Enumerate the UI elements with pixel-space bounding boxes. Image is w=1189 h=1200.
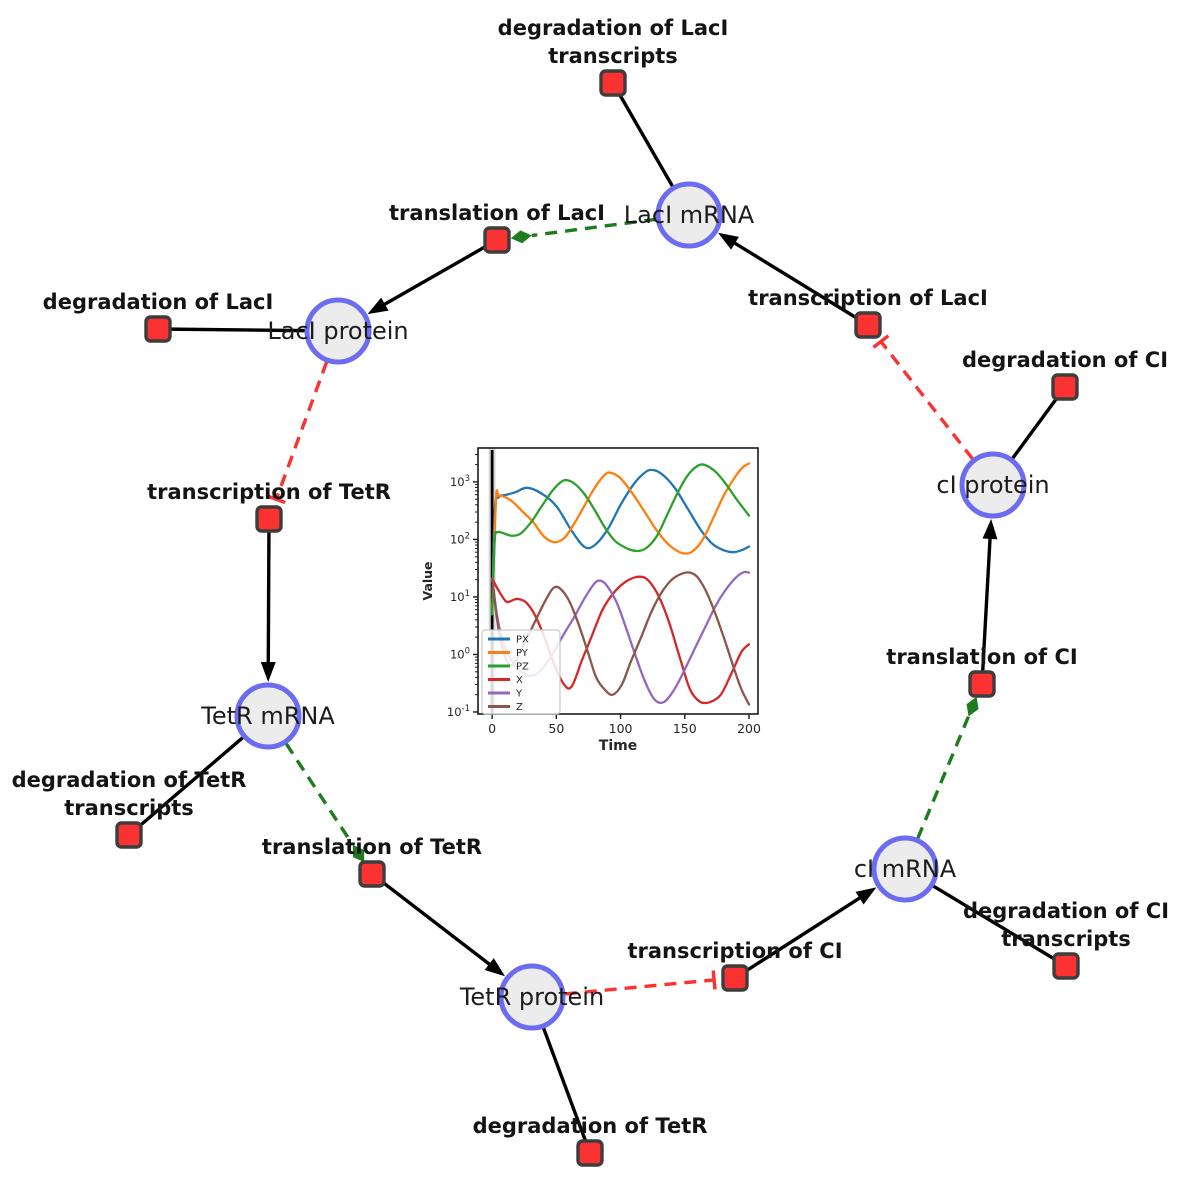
chart-x-tick-label: 100 (609, 721, 633, 736)
edge-product-transl_tetR-tetR_protein-arrowhead (484, 958, 506, 977)
reaction-node-deg_lacI (144, 315, 172, 343)
reaction-node-txn_tetR (255, 505, 283, 533)
chart-series-X (490, 575, 751, 705)
chart-axes-box (477, 447, 759, 715)
edges-layer (127, 82, 1067, 1154)
edge-reactant-lacI_mRNA-deg_lacI_tx (611, 82, 675, 188)
edge-product-txn_tetR-tetR_mRNA (266, 518, 271, 667)
chart-series-PZ (490, 463, 751, 616)
reaction-node-transl_tetR (358, 860, 386, 888)
species-node-cI_protein (959, 451, 1027, 519)
chart-xlabel: Time (599, 738, 637, 754)
chart-series-PY (490, 462, 751, 616)
edge-inhibition-tetR_protein-txn_cI-tbar-head (711, 970, 717, 990)
edge-product-transl_lacI-lacI_protein (380, 238, 498, 308)
edge-modifier-tetR_mRNA-transl_tetR (284, 742, 355, 846)
chart-legend-label-PY: PY (516, 648, 529, 659)
reaction-node-transl_lacI (483, 226, 511, 254)
nodes-layer (115, 69, 1080, 1167)
chart-legend-label-PZ: PZ (516, 662, 529, 673)
species-node-lacI_protein (304, 297, 372, 365)
edge-inhibition-lacI_protein-txn_tetR (274, 361, 329, 500)
edge-inhibition-tetR_protein-txn_cI (564, 978, 715, 996)
edge-inhibition-lacI_protein-txn_tetR-tbar-head (266, 494, 286, 505)
reaction-node-deg_cI (1051, 373, 1079, 401)
chart-legend-label-X: X (516, 675, 523, 686)
species-node-tetR_protein (498, 963, 566, 1031)
chart-svg: 0 50 100 150 200 10-1 100 101 102 103 Time Value PX P… (420, 447, 761, 754)
chart-legend-label-Z: Z (516, 702, 523, 713)
edge-product-transl_tetR-tetR_protein (370, 872, 494, 968)
edge-modifier-cI_mRNA-transl_cI (916, 715, 971, 840)
edge-modifier-tetR_mRNA-transl_tetR-diamond-head (352, 844, 365, 863)
chart-x-tick-label: 0 (488, 721, 496, 736)
species-node-cI_mRNA (871, 835, 939, 903)
edge-modifier-cI_mRNA-transl_cI-diamond-head (966, 696, 979, 717)
chart-x-tick-label: 150 (673, 721, 697, 736)
edge-product-txn_cI-cI_mRNA (734, 894, 864, 980)
chart-y-tick-label: 10-1 (447, 704, 470, 719)
reaction-node-txn_lacI (854, 311, 882, 339)
reaction-node-deg_tetR_tx (115, 821, 143, 849)
edge-product-transl_cI-cI_protein (980, 534, 992, 685)
reaction-node-deg_cI_tx (1052, 952, 1080, 980)
edge-inhibition-cI_protein-txn_lacI (879, 340, 975, 461)
species-node-lacI_mRNA (655, 181, 723, 249)
species-node-tetR_mRNA (234, 682, 302, 750)
chart-y-tick-label: 100 (450, 646, 470, 661)
edge-reactant-tetR_mRNA-deg_tetR_tx (127, 736, 245, 837)
reaction-node-txn_cI (721, 964, 749, 992)
edge-reactant-tetR_protein-deg_tetR (541, 1027, 592, 1154)
reaction-node-transl_cI (968, 670, 996, 698)
edge-reactant-lacI_protein-deg_lacI (157, 327, 306, 333)
edge-product-txn_lacI-lacI_mRNA-arrowhead (717, 232, 739, 250)
chart-legend-label-PX: PX (516, 635, 529, 646)
chart-y-tick-label: 103 (450, 474, 470, 489)
chart-ylabel: Value (420, 561, 435, 600)
edge-reactant-cI_mRNA-deg_cI_tx (932, 884, 1067, 968)
edge-product-txn_tetR-tetR_mRNA-arrowhead (260, 661, 276, 683)
chart-x-tick-label: 50 (548, 721, 564, 736)
chart-y-tick-label: 101 (450, 589, 470, 604)
reaction-node-deg_tetR (576, 1139, 604, 1167)
edge-inhibition-cI_protein-txn_lacI-tbar-head (872, 334, 890, 349)
time-series-inset-chart: 0 50 100 150 200 10-1 100 101 102 103 Time Value PX P… (415, 425, 810, 770)
edge-product-transl_cI-cI_protein-arrowhead (982, 518, 998, 540)
edge-modifier-lacI_mRNA-transl_lacI (531, 217, 657, 238)
chart-y-tick-label: 102 (450, 531, 470, 546)
chart-legend-label-Y: Y (515, 689, 523, 700)
edge-product-transl_lacI-lacI_protein-arrowhead (367, 297, 389, 315)
chart-series-PX (490, 468, 751, 616)
edge-modifier-lacI_mRNA-transl_lacI-diamond-head (510, 230, 532, 244)
edge-product-txn_lacI-lacI_mRNA (730, 239, 869, 327)
edge-product-txn_cI-cI_mRNA-arrowhead (855, 887, 877, 905)
reaction-node-deg_lacI_tx (599, 69, 627, 97)
chart-x-tick-label: 200 (737, 721, 761, 736)
